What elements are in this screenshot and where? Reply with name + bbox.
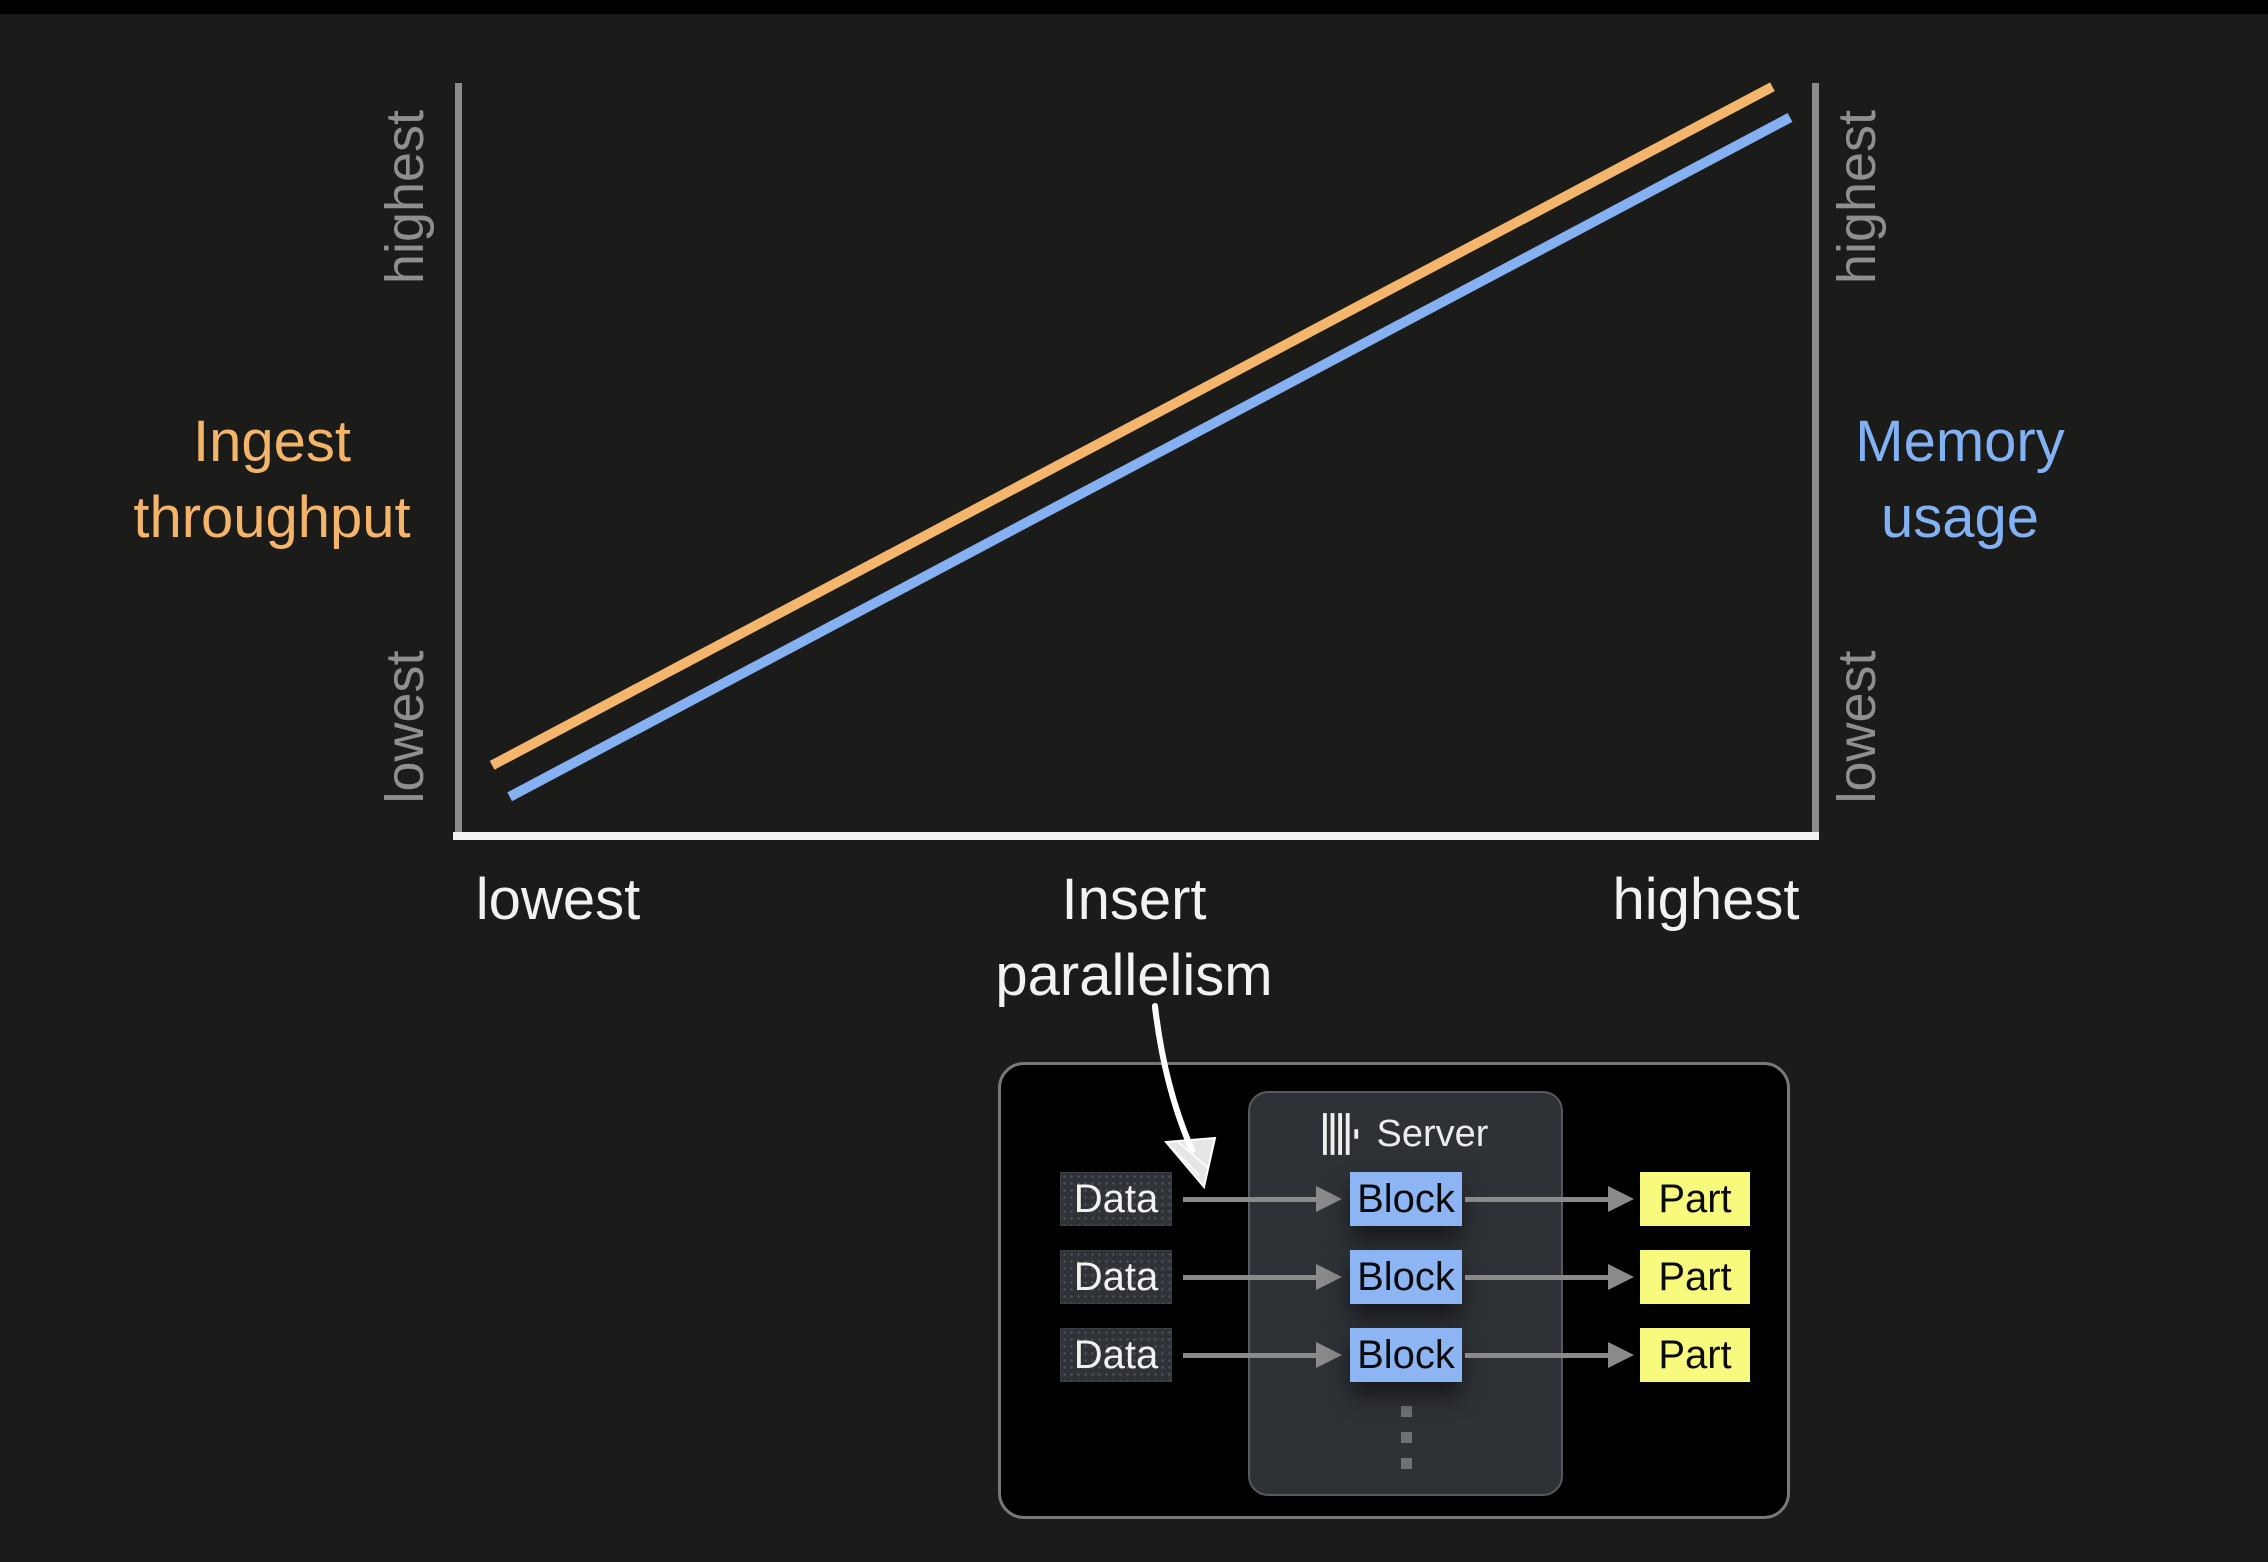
- top-black-strip: [0, 0, 2268, 14]
- x-axis-title-line2: parallelism: [995, 943, 1273, 1008]
- left-y-axis-line: [455, 83, 462, 833]
- server-header: Server: [1250, 1111, 1561, 1157]
- ellipsis-dots-icon: [1401, 1406, 1412, 1469]
- left-axis-bottom-tick: lowest: [375, 650, 435, 804]
- part-box: Part: [1640, 1328, 1750, 1382]
- x-axis-title: Insert parallelism: [995, 862, 1272, 1014]
- block-to-part-arrow: [1465, 1186, 1634, 1212]
- block-to-part-arrow: [1465, 1264, 1634, 1290]
- right-axis-title-line1: Memory: [1855, 409, 2065, 474]
- clickhouse-logo-icon: [1322, 1113, 1358, 1155]
- x-axis-title-line1: Insert: [1061, 867, 1207, 932]
- data-box: Data: [1060, 1250, 1172, 1304]
- x-axis-right-tick: highest: [1612, 867, 1800, 932]
- data-box: Data: [1060, 1328, 1172, 1382]
- x-axis-left-tick: lowest: [475, 867, 641, 932]
- block-box: Block: [1350, 1172, 1462, 1226]
- part-box: Part: [1640, 1250, 1750, 1304]
- part-box: Part: [1640, 1172, 1750, 1226]
- right-axis-top-tick: highest: [1827, 109, 1887, 285]
- right-y-axis-line: [1812, 83, 1819, 833]
- data-box: Data: [1060, 1172, 1172, 1226]
- left-axis-title-line2: throughput: [133, 485, 411, 550]
- left-axis-title-line1: Ingest: [193, 409, 351, 474]
- server-label: Server: [1376, 1112, 1489, 1155]
- block-box: Block: [1350, 1328, 1462, 1382]
- chart-lines-svg: [489, 82, 1793, 802]
- right-axis-bottom-tick: lowest: [1827, 650, 1887, 804]
- data-to-block-arrow: [1183, 1264, 1342, 1290]
- block-box: Block: [1350, 1250, 1462, 1304]
- x-axis-line: [453, 832, 1819, 840]
- left-axis-title: Ingest throughput: [62, 404, 482, 556]
- right-axis-title-line2: usage: [1880, 485, 2040, 550]
- data-to-block-arrow: [1183, 1342, 1342, 1368]
- ingest-diagram: Server Data Block Part Data Block Part D…: [998, 1062, 1790, 1519]
- left-axis-top-tick: highest: [375, 109, 435, 285]
- right-axis-title: Memory usage: [1750, 404, 2170, 556]
- block-to-part-arrow: [1465, 1342, 1634, 1368]
- data-to-block-arrow: [1183, 1186, 1342, 1212]
